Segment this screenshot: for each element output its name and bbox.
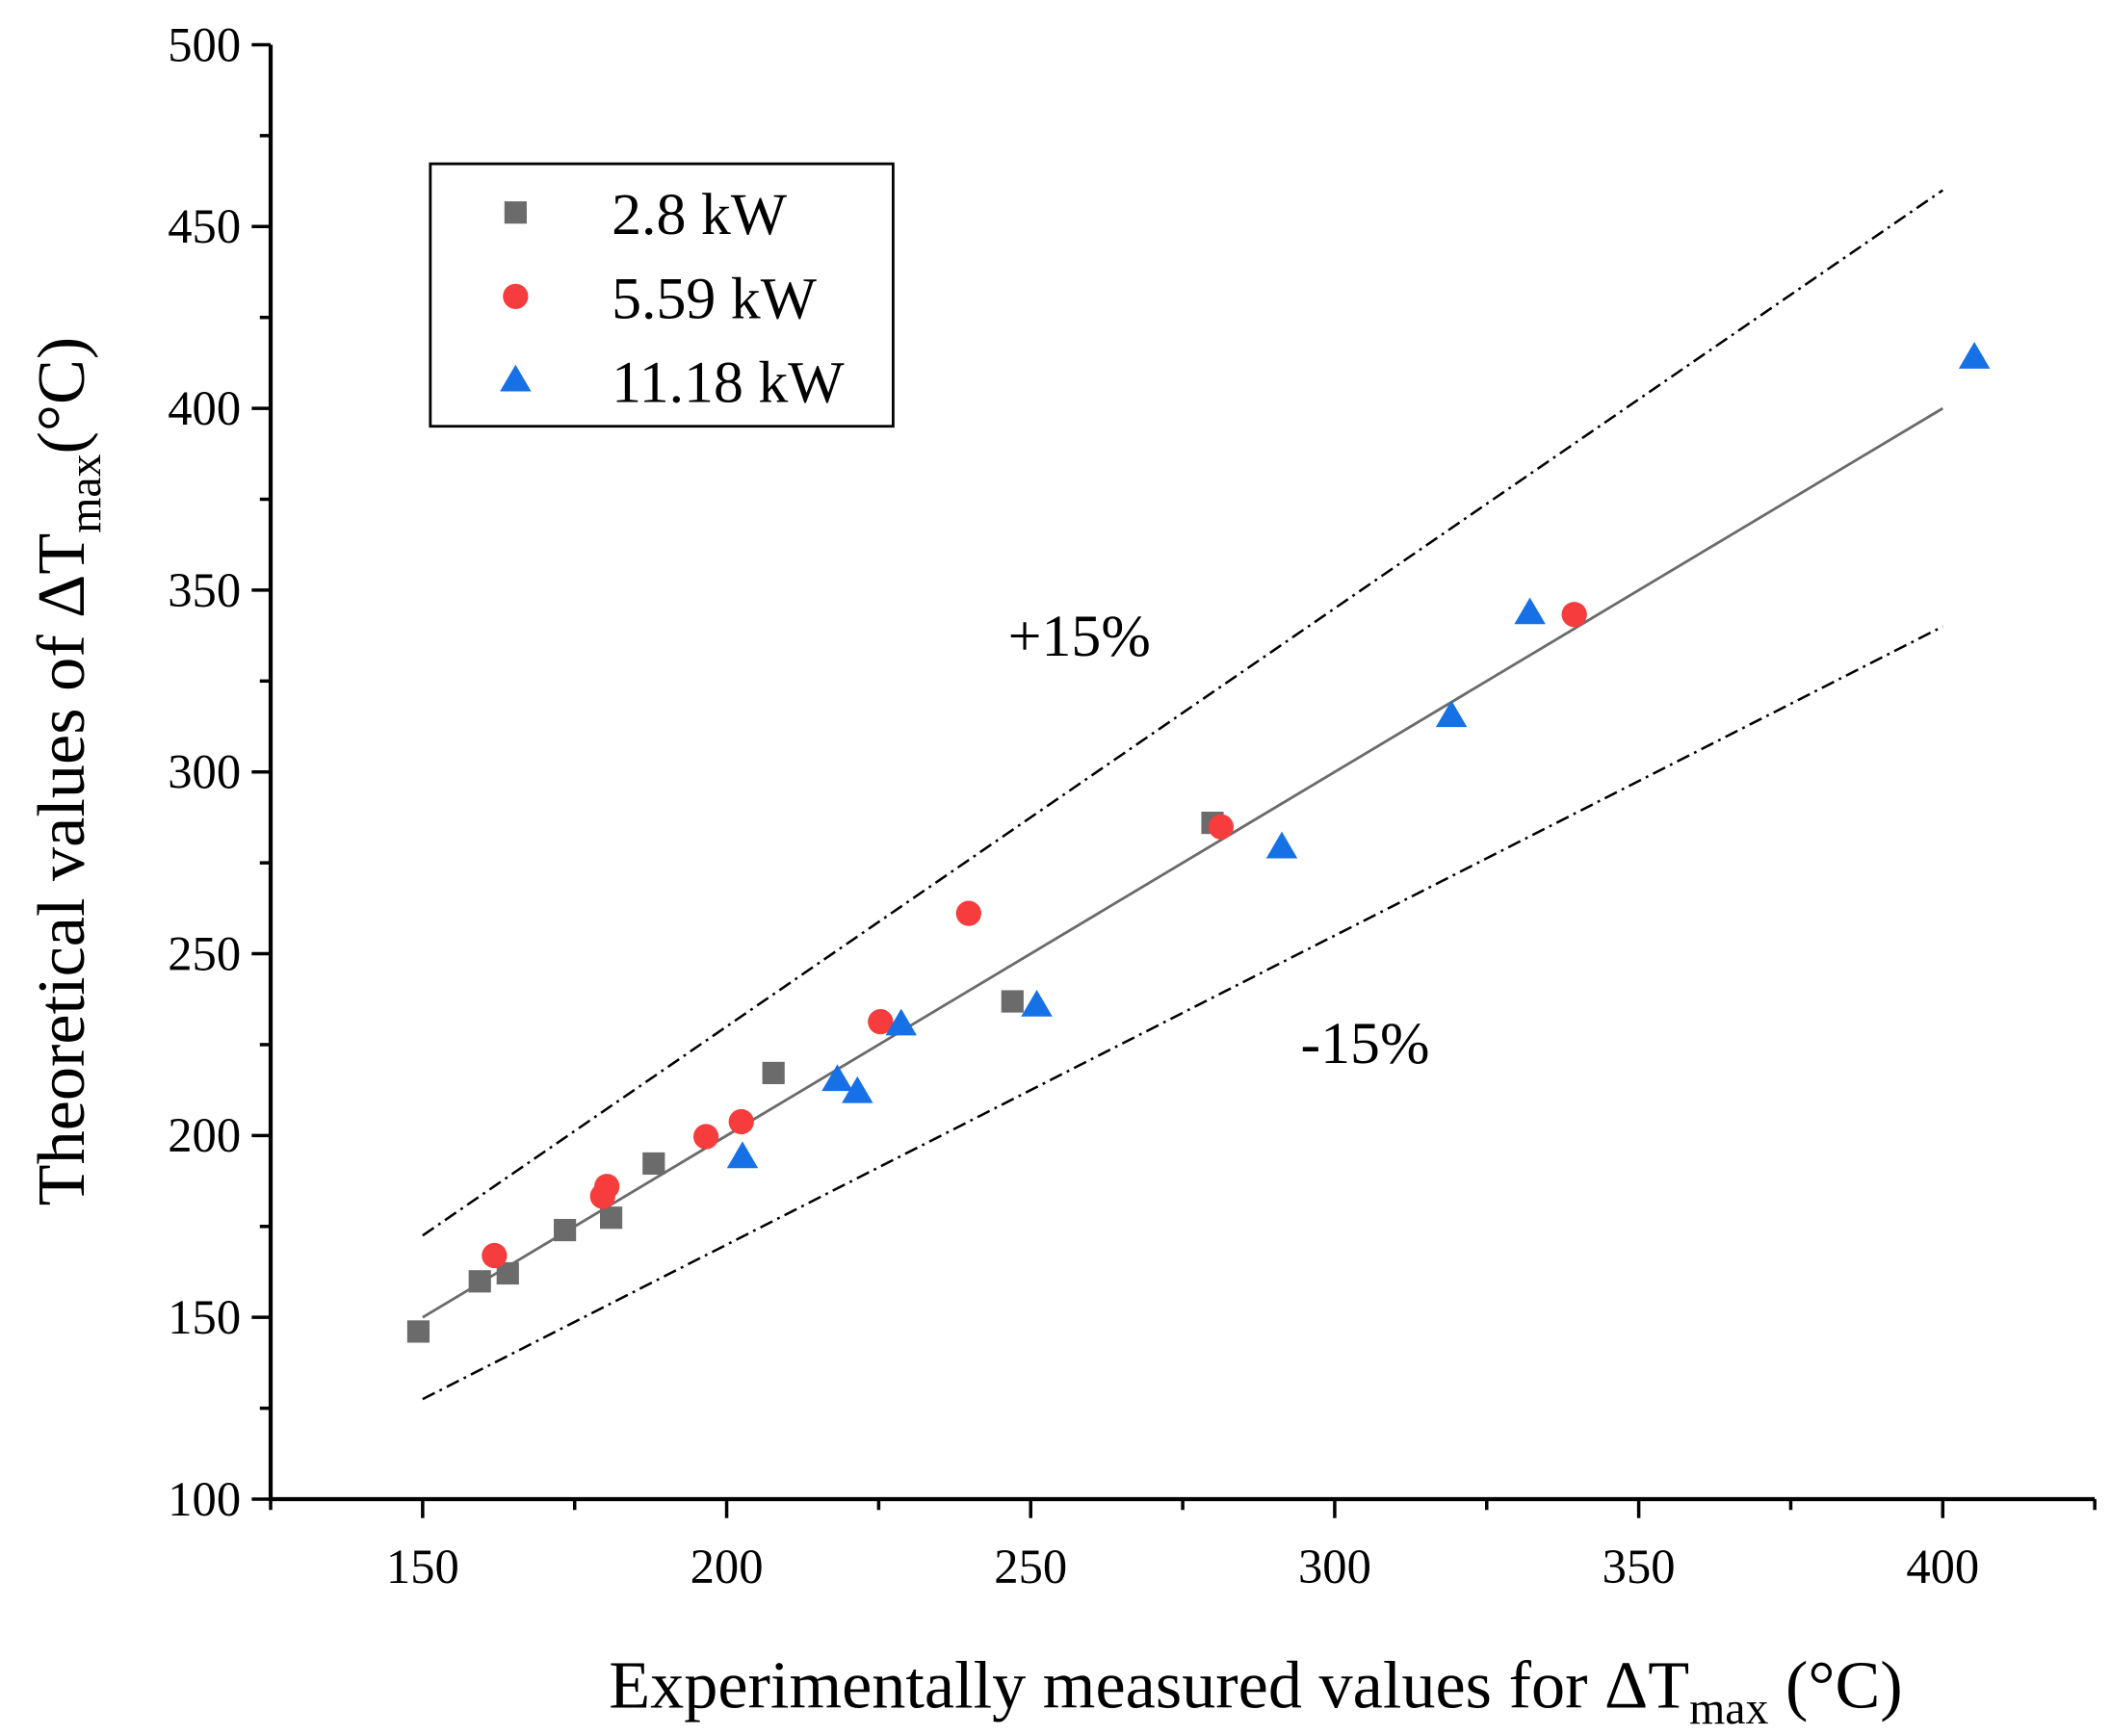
data-point: [692, 1124, 719, 1150]
legend: 2.8 kW 5.59 kW 11.18 kW: [429, 162, 895, 428]
y-tick-label: 200: [168, 1108, 241, 1162]
data-point: [594, 1174, 620, 1200]
data-point: [726, 1141, 759, 1169]
data-point: [1435, 700, 1468, 728]
annotation-label: +15%: [1008, 604, 1151, 669]
data-point: [1001, 990, 1024, 1013]
y-tick-label: 250: [168, 926, 241, 980]
series-5-59-kw: [482, 602, 1587, 1269]
data-point: [1208, 814, 1234, 840]
data-point: [1514, 597, 1546, 625]
legend-marker-circle: [503, 283, 529, 309]
x-axis-label: Experimentally measured values for ΔTmax…: [609, 1647, 1903, 1734]
data-point: [1021, 989, 1053, 1017]
axes: 150 200 250 300 350 400 100 150 200 250 300 350 400 4…: [168, 17, 2097, 1593]
x-tick-label: 150: [386, 1540, 459, 1593]
x-tick-label: 300: [1298, 1540, 1371, 1593]
y-tick-label: 350: [168, 563, 241, 617]
reference-line--15-: [422, 625, 1943, 1401]
data-point: [728, 1108, 754, 1135]
data-point: [642, 1152, 665, 1176]
data-point: [600, 1206, 623, 1230]
series-2-8-kw: [406, 812, 1224, 1343]
x-tick-label: 200: [691, 1540, 764, 1593]
y-tick-label: 400: [168, 381, 241, 435]
data-point: [885, 1008, 917, 1036]
y-tick-label: 300: [168, 745, 241, 799]
legend-marker-triangle: [500, 364, 532, 392]
y-tick-label: 100: [168, 1472, 241, 1526]
y-tick-label: 150: [168, 1290, 241, 1344]
data-point: [406, 1320, 430, 1343]
data-point: [955, 900, 981, 926]
annotation-label: -15%: [1301, 1011, 1430, 1076]
data-point: [842, 1075, 873, 1103]
data-point: [1958, 342, 1991, 369]
data-point: [1561, 602, 1587, 628]
x-tick-label: 400: [1906, 1540, 1979, 1593]
plot-area: +15% -15%: [406, 189, 1991, 1401]
legend-label: 2.8 kW: [612, 182, 788, 247]
reference-line--15-: [422, 189, 1944, 1237]
data-point: [868, 1009, 894, 1035]
y-tick-label: 450: [168, 199, 241, 253]
data-point: [482, 1242, 508, 1269]
legend-marker-square: [504, 201, 527, 224]
legend-label: 5.59 kW: [612, 266, 818, 331]
series-11-18-kw: [726, 342, 1991, 1169]
legend-label: 11.18 kW: [612, 350, 845, 415]
y-tick-label: 500: [168, 17, 241, 71]
data-point: [1265, 831, 1298, 859]
data-point: [762, 1061, 785, 1085]
data-point: [821, 1064, 853, 1092]
reference-line-y-x: [422, 406, 1944, 1319]
data-point: [468, 1270, 491, 1293]
y-axis-label: Theoretical values of ΔTmax(°C): [24, 337, 111, 1206]
data-point: [554, 1218, 577, 1242]
x-tick-label: 250: [994, 1540, 1067, 1593]
data-point: [496, 1261, 519, 1285]
x-tick-label: 350: [1603, 1540, 1676, 1593]
